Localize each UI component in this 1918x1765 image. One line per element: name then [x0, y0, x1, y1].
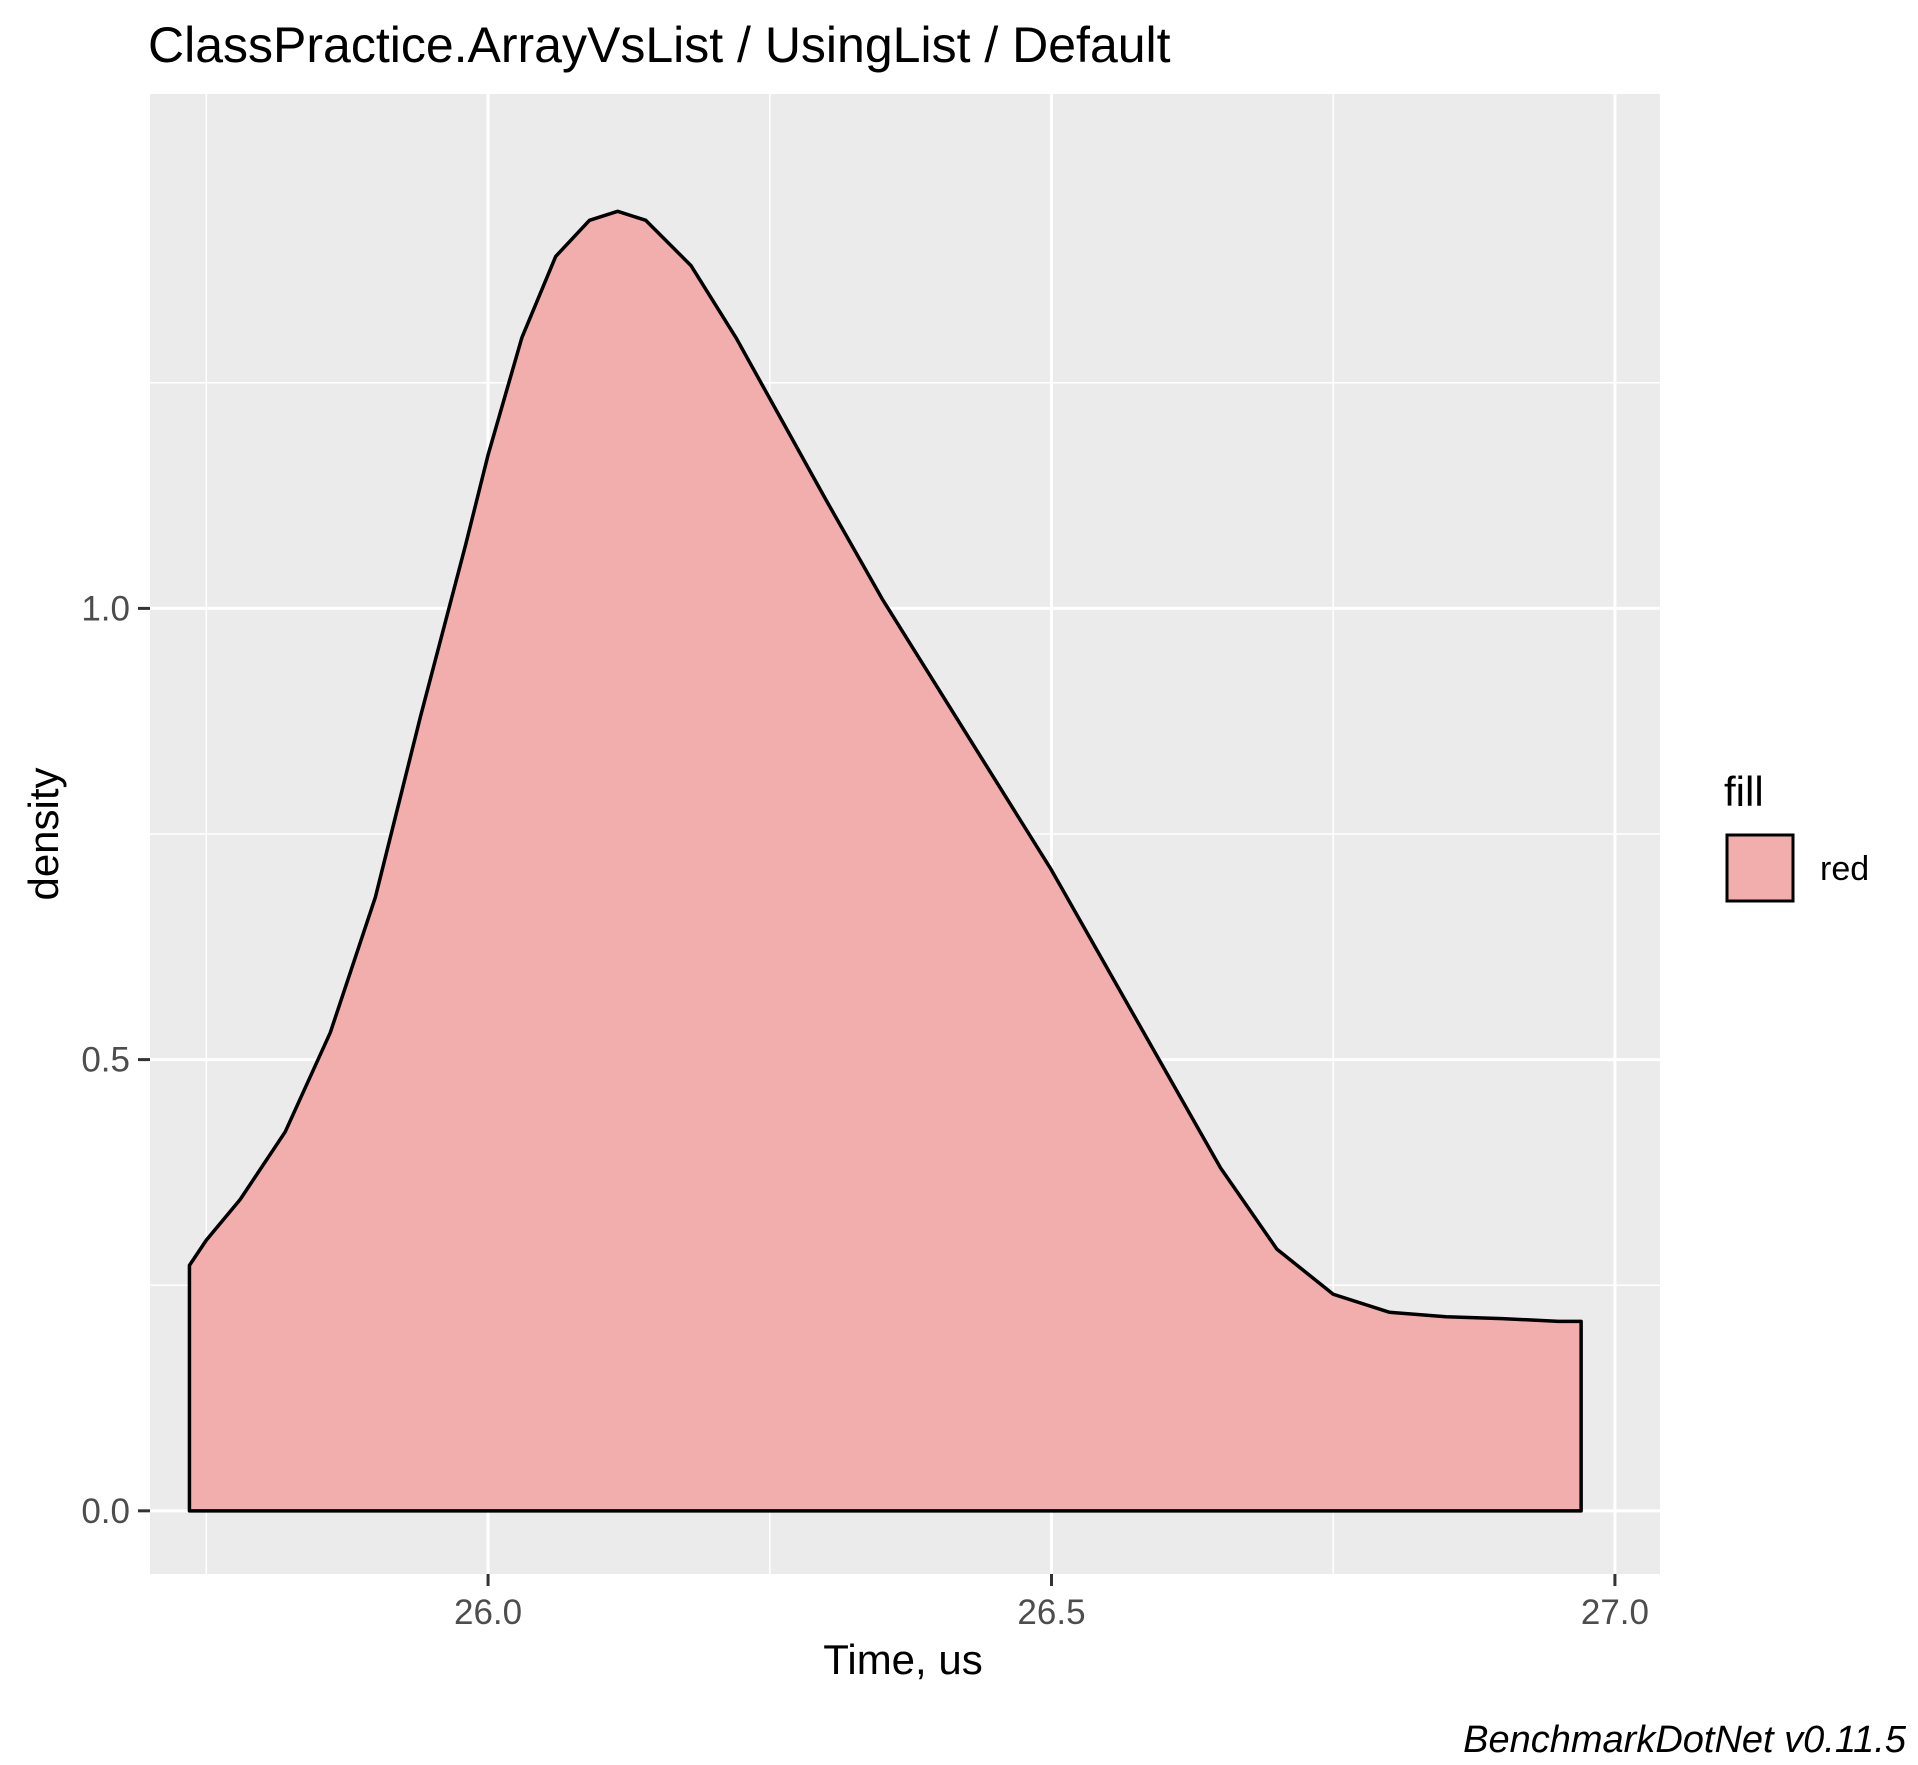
- y-axis-title: density: [20, 767, 67, 900]
- x-tick-label: 26.5: [1017, 1593, 1085, 1632]
- x-axis-title: Time, us: [823, 1636, 982, 1683]
- y-tick-label: 1.0: [81, 589, 130, 628]
- legend-key-red: [1725, 833, 1795, 903]
- y-tick-label: 0.5: [81, 1041, 130, 1080]
- x-tick-label: 27.0: [1581, 1593, 1649, 1632]
- legend: fill red: [1724, 768, 1869, 903]
- y-tick-label: 0.0: [81, 1492, 130, 1531]
- caption: BenchmarkDotNet v0.11.5: [1463, 1719, 1907, 1761]
- y-axis: 0.0 0.5 1.0: [81, 589, 150, 1531]
- legend-title: fill: [1724, 768, 1764, 815]
- density-area-red: [187, 209, 1583, 1513]
- chart-title: ClassPractice.ArrayVsList / UsingList / …: [148, 17, 1171, 73]
- density-layer: [187, 209, 1583, 1513]
- x-tick-label: 26.0: [454, 1593, 522, 1632]
- legend-label-red: red: [1820, 850, 1869, 888]
- x-axis: 26.0 26.5 27.0: [454, 1574, 1649, 1632]
